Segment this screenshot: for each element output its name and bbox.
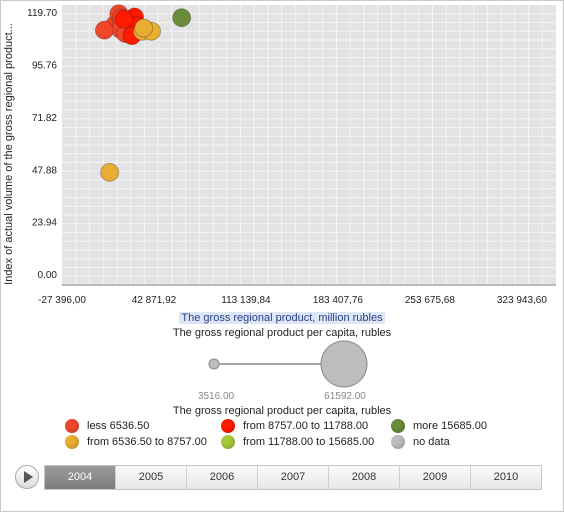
year-timeline: 2004 2005 2006 2007 2008 2009 2010 (44, 465, 542, 490)
x-axis-label-wrap: The gross regional product, million rubl… (0, 312, 564, 324)
legend-swatch-nodata (391, 435, 405, 449)
year-tab-2010[interactable]: 2010 (493, 471, 519, 483)
x-tick-label: 42 871,92 (132, 295, 177, 306)
x-tick-label: 323 943,60 (497, 295, 547, 306)
legend-label-from8757: from 8757.00 to 11788.00 (243, 420, 369, 432)
size-legend-title: The gross regional product per capita, r… (172, 327, 392, 339)
y-tick-label: 119.70 (27, 8, 57, 19)
legend-swatch-less (65, 419, 79, 433)
x-axis-label[interactable]: The gross regional product, million rubl… (179, 312, 385, 324)
size-legend-min-circle (208, 358, 220, 370)
y-axis-label: Index of actual volume of the gross regi… (3, 23, 15, 285)
legend-item-nodata: no data (391, 434, 450, 450)
y-tick-label: 0.00 (38, 270, 58, 281)
play-button[interactable] (15, 465, 39, 489)
legend-label-more: more 15685.00 (413, 420, 487, 432)
legend-label-from11788: from 11788.00 to 15685.00 (243, 436, 375, 448)
x-tick-label: 113 139,84 (221, 295, 271, 306)
year-tab-2008[interactable]: 2008 (329, 466, 400, 489)
year-tab-2006[interactable]: 2006 (187, 466, 258, 489)
legend-item-more: more 15685.00 (391, 418, 487, 434)
data-point[interactable] (94, 20, 114, 40)
y-tick-label: 47.88 (32, 165, 57, 176)
year-tab-2004[interactable]: 2004 (45, 466, 116, 489)
y-tick-label: 71.82 (32, 113, 57, 124)
legend-label-less: less 6536.50 (87, 420, 150, 432)
legend-item-less: less 6536.50 (65, 418, 149, 434)
size-legend-min-label: 3516.00 (197, 391, 235, 402)
size-legend (208, 340, 368, 388)
legend-item-from11788: from 11788.00 to 15685.00 (221, 434, 374, 450)
legend-swatch-from11788 (221, 435, 235, 449)
x-tick-label: -27 396,00 (38, 295, 86, 306)
data-point[interactable] (172, 8, 192, 28)
year-tab-2005[interactable]: 2005 (116, 466, 187, 489)
data-point[interactable] (134, 18, 154, 38)
data-point[interactable] (100, 162, 120, 182)
legend-swatch-from8757 (221, 419, 235, 433)
y-tick-label: 23.94 (32, 218, 57, 229)
legend-swatch-more (391, 419, 405, 433)
legend-label-nodata: no data (413, 436, 450, 448)
legend-label-from6536: from 6536.50 to 8757.00 (87, 436, 207, 448)
year-tab-2007[interactable]: 2007 (258, 466, 329, 489)
size-legend-max-label: 61592.00 (324, 391, 366, 402)
y-tick-label: 95.76 (32, 61, 57, 72)
play-icon (24, 471, 33, 483)
data-point[interactable] (114, 9, 134, 29)
legend-item-from6536: from 6536.50 to 8757.00 (65, 434, 207, 450)
legend-swatch-from6536 (65, 435, 79, 449)
year-tab-2009[interactable]: 2009 (400, 466, 471, 489)
color-legend-title: The gross regional product per capita, r… (172, 405, 392, 417)
legend-item-from8757: from 8757.00 to 11788.00 (221, 418, 368, 434)
x-tick-label: 183 407,76 (313, 295, 363, 306)
x-tick-label: 253 675,68 (405, 295, 455, 306)
size-legend-max-circle (320, 340, 368, 388)
